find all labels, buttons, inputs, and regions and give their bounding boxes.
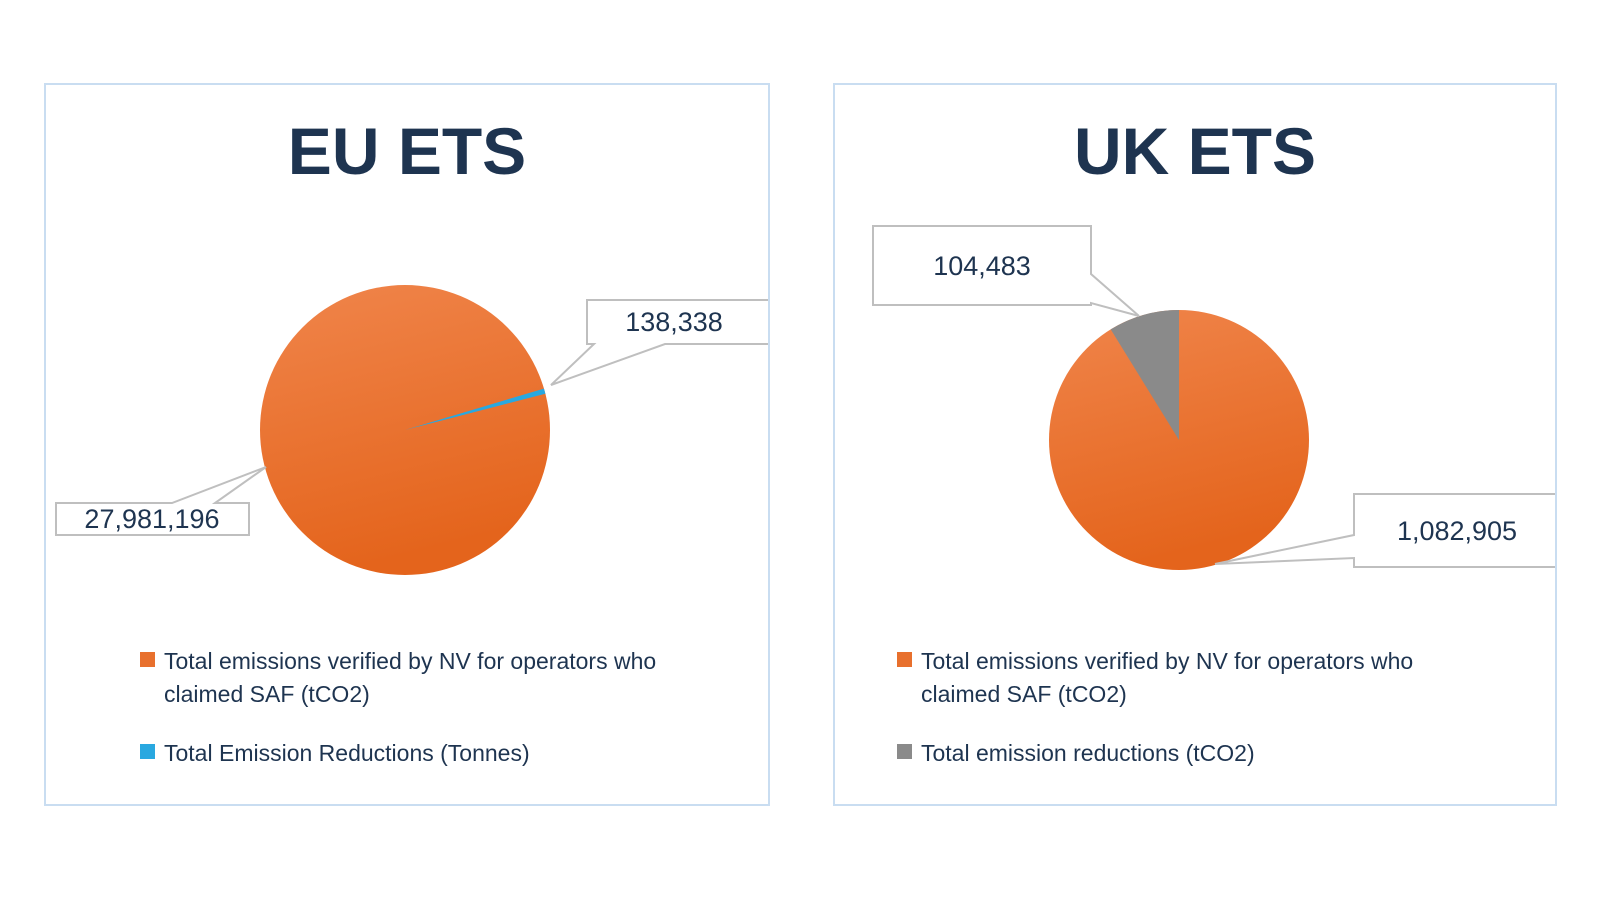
uk-legend: Total emissions verified by NV for opera… <box>897 645 1469 796</box>
blue-square-legend-icon <box>140 744 155 759</box>
gray-square-legend-icon <box>897 744 912 759</box>
uk-callout-emissions-value: 1,082,905 <box>1397 516 1517 546</box>
eu-legend-item-reductions: Total Emission Reductions (Tonnes) <box>140 737 712 770</box>
eu-pie-chart: 138,338 27,981,196 <box>55 285 768 575</box>
eu-ets-card: EU ETS 138,338 27,981,196 Total e <box>44 83 770 806</box>
eu-callout-emissions-value: 27,981,196 <box>84 504 219 534</box>
uk-legend-item-reductions: Total emission reductions (tCO2) <box>897 737 1469 770</box>
eu-legend-item-emissions: Total emissions verified by NV for opera… <box>140 645 712 711</box>
orange-square-legend-icon <box>897 652 912 667</box>
uk-callout-reductions-box <box>872 225 1140 317</box>
uk-legend-label-reductions: Total emission reductions (tCO2) <box>921 740 1255 766</box>
uk-chart-title: UK ETS <box>1073 114 1317 188</box>
eu-legend-label-reductions: Total Emission Reductions (Tonnes) <box>164 740 530 766</box>
uk-legend-item-emissions: Total emissions verified by NV for opera… <box>897 645 1469 711</box>
uk-pie-slice-reductions <box>1110 310 1179 440</box>
uk-ets-card: UK ETS 104,483 1,082,905 Total em <box>833 83 1557 806</box>
eu-callout-reductions-value: 138,338 <box>625 307 723 337</box>
eu-callout-emissions-box <box>55 466 267 536</box>
uk-legend-label-emissions: Total emissions verified by NV for opera… <box>921 648 1414 707</box>
eu-legend-label-emissions: Total emissions verified by NV for opera… <box>164 648 657 707</box>
eu-callout-reductions-box <box>550 299 768 386</box>
eu-pie-slice-reductions <box>405 388 546 430</box>
uk-callout-emissions-box <box>1214 493 1555 568</box>
uk-pie-chart: 104,483 1,082,905 <box>872 225 1555 570</box>
orange-square-legend-icon <box>140 652 155 667</box>
eu-legend: Total emissions verified by NV for opera… <box>140 645 712 796</box>
uk-callout-reductions-value: 104,483 <box>933 251 1031 281</box>
eu-chart-title: EU ETS <box>287 114 527 188</box>
